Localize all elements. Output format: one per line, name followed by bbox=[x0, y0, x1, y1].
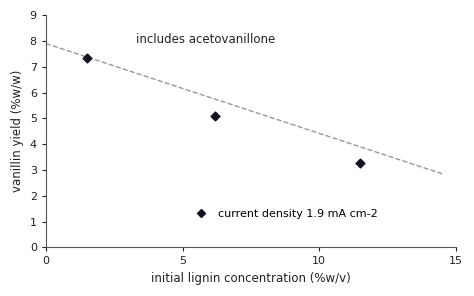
Point bbox=[83, 55, 91, 60]
X-axis label: initial lignin concentration (%w/v): initial lignin concentration (%w/v) bbox=[151, 272, 351, 285]
Text: includes acetovanillone: includes acetovanillone bbox=[136, 33, 275, 46]
Legend: current density 1.9 mA cm-2: current density 1.9 mA cm-2 bbox=[185, 204, 382, 223]
Y-axis label: vanillin yield (%w/w): vanillin yield (%w/w) bbox=[11, 70, 24, 192]
Point bbox=[211, 113, 219, 118]
Point bbox=[356, 161, 364, 166]
